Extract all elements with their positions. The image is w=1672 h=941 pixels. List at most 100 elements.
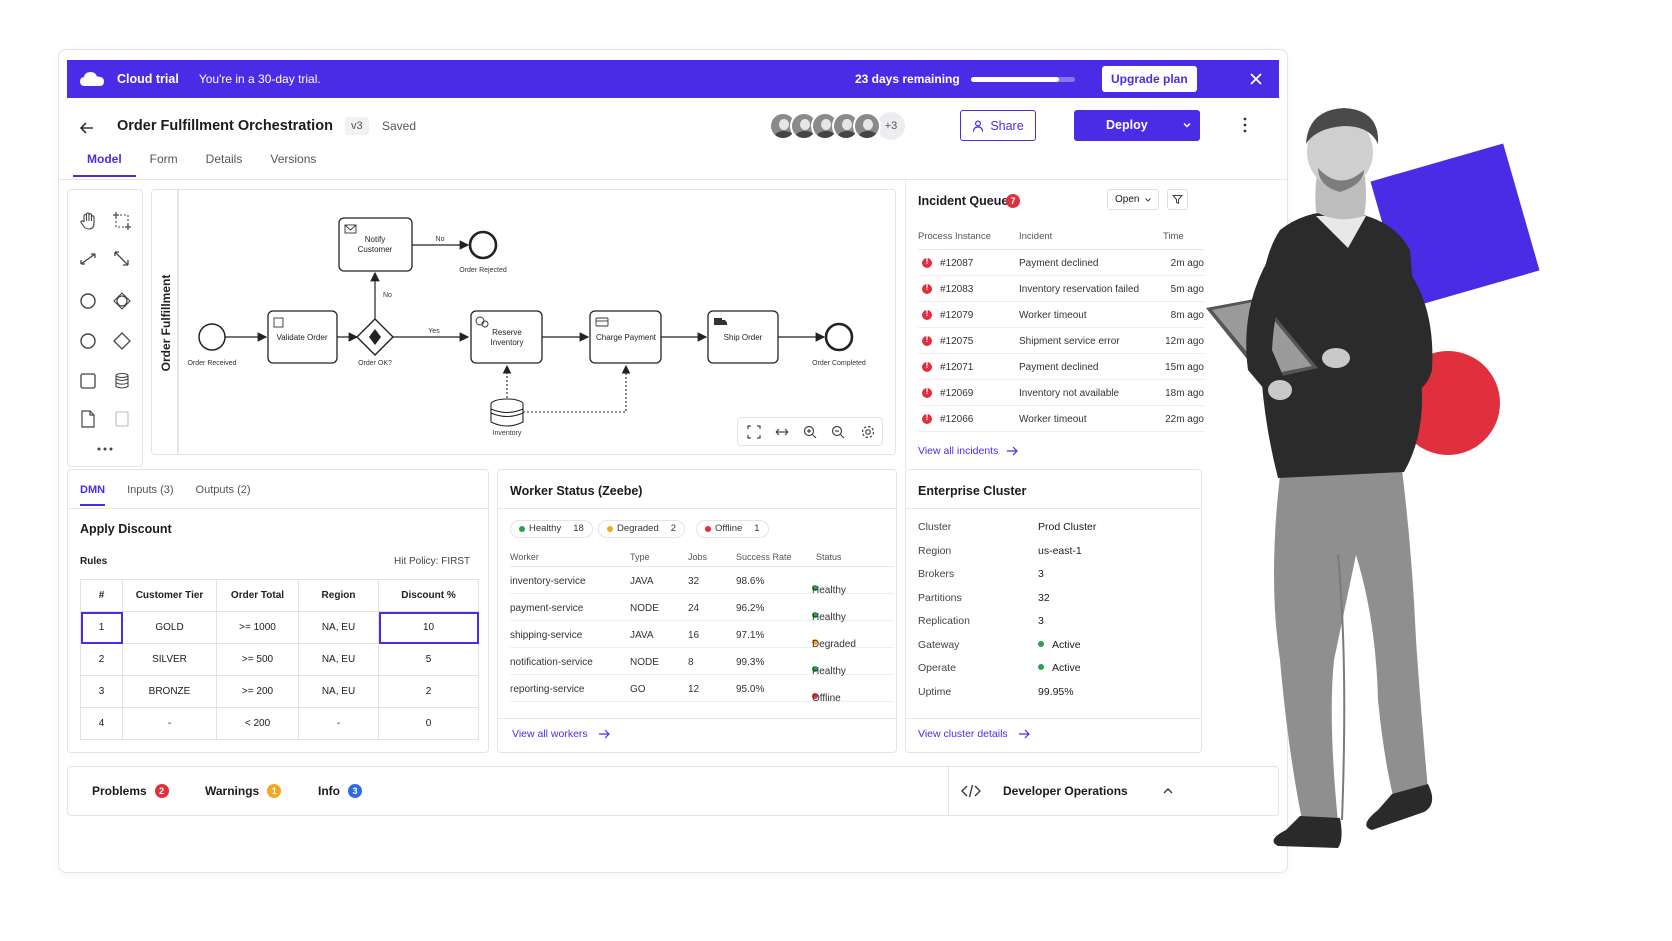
recenter-icon[interactable] [774,424,790,440]
tab-inputs[interactable]: Inputs (3) [127,484,174,496]
hand-tool-icon[interactable] [77,210,99,232]
incident-row[interactable]: #12083 Inventory reservation failed 5m ago [918,276,1204,302]
status-pill-degraded[interactable]: Degraded 2 [598,520,686,538]
end-event-icon[interactable] [77,330,99,352]
incident-instance[interactable]: #12069 [940,388,974,399]
warnings-tab[interactable]: Warnings 1 [205,784,282,798]
decision-table-cell[interactable]: < 200 [216,707,299,740]
tab-versions[interactable]: Versions [270,152,317,166]
incident-instance[interactable]: #12071 [940,362,974,373]
back-arrow-icon[interactable] [77,118,97,138]
tab-dmn[interactable]: DMN [80,484,106,506]
decision-table-cell[interactable]: - [122,707,217,740]
more-tools-icon[interactable] [94,438,116,460]
view-all-incidents-link[interactable]: View all incidents [918,445,1019,457]
gateway-icon[interactable] [111,330,133,352]
decision-rule-row[interactable]: 1 GOLD >= 1000 NA, EU 10 [80,611,479,644]
start-event[interactable] [198,323,226,351]
incident-instance[interactable]: #12079 [940,310,974,321]
chevron-down-icon[interactable] [1182,120,1192,130]
intermediate-event-icon[interactable] [111,290,133,312]
collaborator-avatars[interactable]: +3 [769,112,905,140]
worker-row[interactable]: shipping-service JAVA 16 97.1% Degraded [510,621,894,650]
decision-table-cell[interactable]: BRONZE [122,675,217,708]
incident-row[interactable]: #12075 Shipment service error 12m ago [918,328,1204,354]
deploy-button[interactable]: Deploy [1074,110,1200,141]
start-event-icon[interactable] [77,290,99,312]
more-collaborators[interactable]: +3 [877,112,905,140]
data-store-icon[interactable] [111,370,133,392]
end-event-completed[interactable] [824,322,854,352]
fit-screen-icon[interactable] [746,424,762,440]
incident-row[interactable]: #12066 Worker timeout 22m ago [918,406,1204,432]
zoom-out-icon[interactable] [830,424,846,440]
info-tab[interactable]: Info 3 [318,784,362,798]
status-pill-healthy[interactable]: Healthy 18 [510,520,593,538]
decision-table-cell[interactable]: 2 [378,675,479,708]
close-icon[interactable] [1247,70,1265,88]
incident-instance[interactable]: #12087 [940,258,974,269]
decision-table-cell[interactable]: >= 1000 [216,611,299,644]
space-tool-icon[interactable] [77,248,99,270]
decision-table-cell[interactable]: - [298,707,379,740]
incident-row[interactable]: #12087 Payment declined 2m ago [918,250,1204,276]
bpmn-canvas[interactable]: Order Fulfillment Order Received Validat… [151,189,896,455]
decision-table-cell[interactable]: >= 200 [216,675,299,708]
share-button[interactable]: Share [960,110,1036,141]
bpmn-diagram[interactable]: Order Fulfillment Order Received Validat… [152,190,896,455]
decision-rule-row[interactable]: 4- < 200-0 [80,707,479,740]
decision-rule-row[interactable]: 3 BRONZE >= 200 NA, EU 2 [80,675,479,708]
group-icon[interactable] [111,408,133,430]
decision-table-cell[interactable]: NA, EU [298,643,379,676]
decision-table-cell[interactable]: NA, EU [298,675,379,708]
tab-model[interactable]: Model [73,152,136,177]
incident-row[interactable]: #12069 Inventory not available 18m ago [918,380,1204,406]
worker-row[interactable]: payment-service NODE 24 96.2% Healthy [510,594,894,623]
end-event-rejected[interactable] [468,230,498,260]
avatar[interactable] [853,112,881,140]
developer-operations-toggle[interactable]: Developer Operations [1003,784,1128,798]
decision-table-cell[interactable]: NA, EU [298,611,379,644]
view-all-workers-link[interactable]: View all workers [512,728,610,740]
chevron-up-icon[interactable] [1162,786,1174,796]
task-reserve-inventory[interactable] [470,310,543,364]
incident-filter-select[interactable]: Open [1107,189,1159,210]
connect-tool-icon[interactable] [111,248,133,270]
decision-table-cell[interactable]: 3 [80,675,123,708]
decision-table-cell[interactable]: SILVER [122,643,217,676]
task-icon[interactable] [77,370,99,392]
problems-tab[interactable]: Problems 2 [92,784,169,798]
decision-table-cell[interactable]: 5 [378,643,479,676]
lasso-tool-icon[interactable] [111,210,133,232]
data-store-inventory[interactable] [490,398,524,427]
decision-table-cell[interactable]: 2 [80,643,123,676]
view-cluster-details-link[interactable]: View cluster details [918,728,1030,740]
flow-no-label: No [383,292,392,299]
filter-button[interactable] [1167,189,1188,210]
cluster-value: 3 [1038,615,1044,627]
incident-instance[interactable]: #12083 [940,284,974,295]
decision-table-cell[interactable]: >= 500 [216,643,299,676]
upgrade-plan-button[interactable]: Upgrade plan [1102,66,1197,92]
zoom-in-icon[interactable] [802,424,818,440]
settings-gear-icon[interactable] [860,424,876,440]
decision-rule-row[interactable]: 2 SILVER >= 500 NA, EU 5 [80,643,479,676]
more-options-icon[interactable] [1242,116,1248,134]
worker-row[interactable]: reporting-service GO 12 95.0% Offline [510,675,894,704]
decision-table-cell[interactable]: GOLD [122,611,217,644]
incident-row[interactable]: #12079 Worker timeout 8m ago [918,302,1204,328]
status-pill-offline[interactable]: Offline 1 [696,520,769,538]
incident-row[interactable]: #12071 Payment declined 15m ago [918,354,1204,380]
worker-row[interactable]: inventory-service JAVA 32 98.6% Healthy [510,567,894,596]
tab-outputs[interactable]: Outputs (2) [195,484,251,496]
decision-table-cell[interactable]: 0 [378,707,479,740]
tab-form[interactable]: Form [149,152,178,166]
incident-instance[interactable]: #12066 [940,414,974,425]
tab-details[interactable]: Details [205,152,243,166]
decision-table-cell[interactable]: 4 [80,707,123,740]
decision-table-cell[interactable]: 1 [80,611,123,644]
incident-instance[interactable]: #12075 [940,336,974,347]
worker-row[interactable]: notification-service NODE 8 99.3% Healthy [510,648,894,677]
data-object-icon[interactable] [77,408,99,430]
decision-table-cell[interactable]: 10 [378,611,479,644]
